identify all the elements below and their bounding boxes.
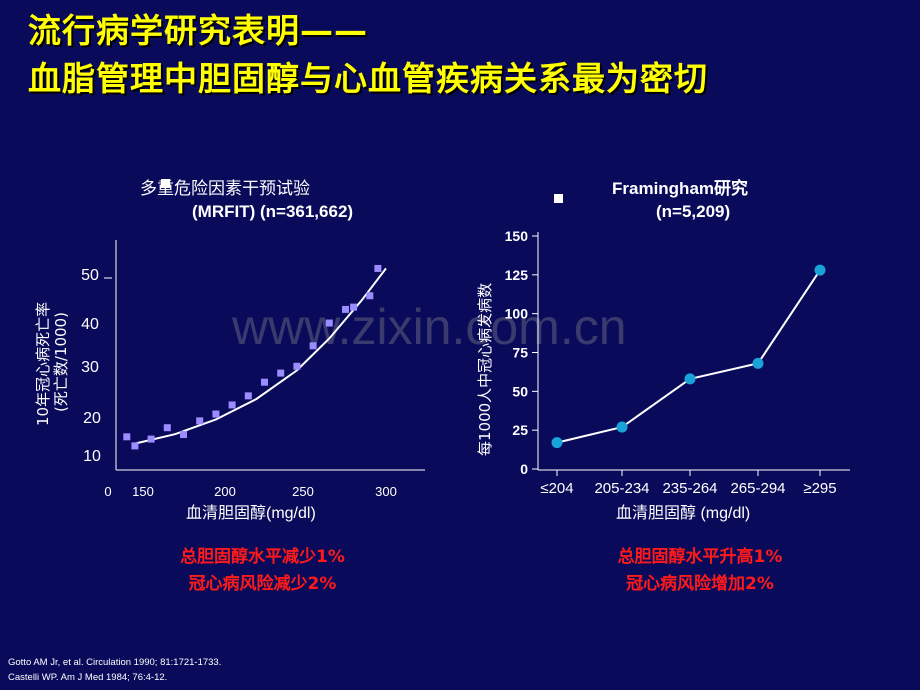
mrfit-x-tick-label: 150	[132, 484, 154, 499]
framingham-data-point	[551, 437, 563, 449]
mrfit-data-point	[147, 435, 155, 443]
framingham-data-point	[684, 373, 696, 385]
mrfit-data-point	[293, 362, 301, 370]
mrfit-data-point	[163, 424, 171, 432]
mrfit-data-point	[342, 305, 349, 313]
framingham-y-tick-label: 125	[505, 267, 529, 283]
mrfit-y-tick-label: 20	[83, 410, 101, 427]
slide-title-line2: 血脂管理中胆固醇与心血管疾病关系最为密切	[28, 59, 708, 98]
watermark: www.zixin.com.cn	[232, 299, 627, 355]
framingham-x-tick-label: 265-294	[730, 480, 785, 497]
mrfit-data-point	[212, 410, 220, 418]
slide-title-line1: 流行病学研究表明——	[28, 11, 368, 50]
framingham-x-tick-label: 235-264	[662, 480, 717, 497]
mrfit-title-line1: 多重危险因素干预试验	[140, 179, 310, 198]
mrfit-x-tick-label: 250	[292, 484, 314, 499]
mrfit-data-point	[131, 442, 139, 450]
mrfit-x-tick-label: 0	[104, 484, 111, 499]
framingham-data-point	[616, 421, 628, 433]
framingham-x-tick-label: 205-234	[594, 480, 649, 497]
mrfit-data-point	[228, 401, 236, 409]
mrfit-data-point	[277, 369, 285, 377]
mrfit-data-point	[123, 433, 131, 441]
framingham-series-line	[556, 269, 821, 444]
framingham-x-tick-label: ≥295	[803, 480, 836, 497]
mrfit-data-point	[309, 342, 317, 350]
framingham-title-line1: Framingham研究	[612, 179, 749, 198]
mrfit-x-tick-label: 300	[375, 484, 397, 499]
mrfit-data-point	[374, 264, 382, 272]
framingham-data-point	[752, 357, 764, 369]
mrfit-y-tick-label: 30	[81, 359, 99, 376]
mrfit-data-point	[366, 292, 374, 300]
mrfit-conclusion-line2: 冠心病风险减少2%	[188, 574, 337, 594]
framingham-data-point	[814, 264, 826, 276]
framingham-y-tick-label: 50	[512, 383, 528, 399]
framingham-y-tick-label: 100	[505, 306, 529, 322]
framingham-y-tick-label: 150	[505, 228, 529, 244]
mrfit-data-point	[244, 392, 252, 400]
framingham-title-line2: (n=5,209)	[656, 202, 731, 221]
mrfit-data-point	[325, 319, 333, 327]
mrfit-xlabel: 血清胆固醇(mg/dl)	[186, 505, 316, 522]
reference-1: Gotto AM Jr, et al. Circulation 1990; 81…	[8, 657, 222, 668]
mrfit-y-tick-label: 10	[83, 448, 101, 465]
mrfit-x-tick-label: 200	[214, 484, 236, 499]
framingham-x-tick-label: ≤204	[540, 480, 573, 497]
bullet-icon	[161, 179, 170, 188]
framingham-y-tick-label: 0	[520, 461, 528, 477]
mrfit-data-point	[196, 417, 204, 425]
framingham-conclusion-line1: 总胆固醇水平升高1%	[617, 547, 783, 567]
reference-2: Castelli WP. Am J Med 1984; 76:4-12.	[8, 672, 168, 683]
mrfit-y-tick-label: 50	[81, 267, 99, 284]
framingham-conclusion-line2: 冠心病风险增加2%	[626, 574, 774, 594]
framingham-y-tick-label: 25	[512, 422, 528, 438]
framingham-y-tick-label: 75	[512, 345, 528, 361]
mrfit-trend-line	[134, 267, 387, 445]
mrfit-y-tick-label: 40	[81, 316, 99, 333]
mrfit-conclusion-line1: 总胆固醇水平减少1%	[180, 547, 345, 567]
bullet-icon	[554, 194, 563, 203]
mrfit-title-line2: (MRFIT) (n=361,662)	[192, 202, 354, 221]
mrfit-data-point	[261, 378, 268, 386]
mrfit-data-point	[180, 431, 187, 439]
mrfit-data-point	[350, 303, 358, 311]
framingham-xlabel: 血清胆固醇 (mg/dl)	[616, 505, 751, 522]
